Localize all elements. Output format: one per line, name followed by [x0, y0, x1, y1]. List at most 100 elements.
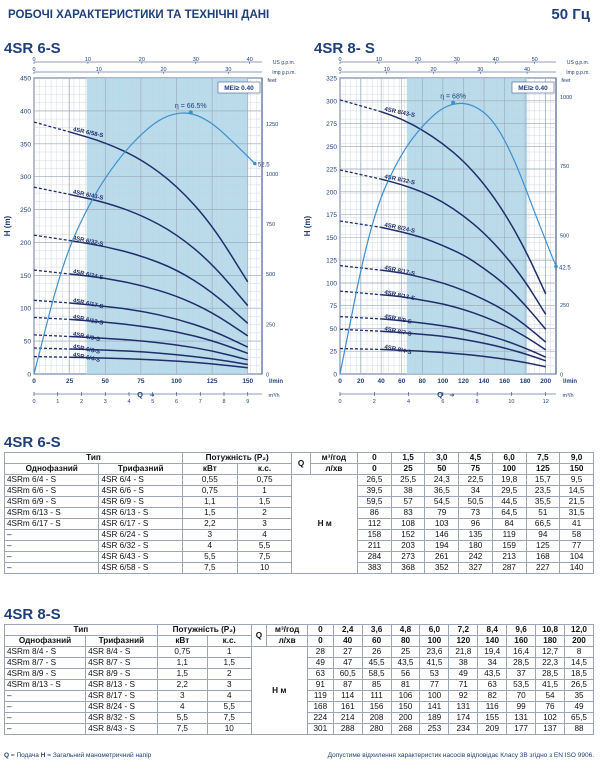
table-cell: 9,6 [506, 624, 537, 636]
table-cell: 75 [458, 463, 493, 475]
table-row: 4SRm 6/4 - S 4SR 6/4 - S 0,55 0,75 H м 26,5 25… [3, 474, 594, 574]
feet-tick-label: 1250 [266, 122, 278, 128]
table-cell: Однофазний [3, 463, 100, 475]
feet-tick-label: 1000 [266, 172, 278, 178]
table-cell: – [3, 551, 100, 563]
table-cell: 49 [448, 668, 479, 680]
curve-dashed-4SR 6/24-S [33, 269, 70, 275]
curve-dashed-4SR 6/43-S [33, 186, 70, 196]
y-tick-label: 350 [20, 141, 31, 148]
mei-box [217, 81, 261, 94]
table-row: –4SR 6/43 - S 5,5 7,5 284 273 261 242 213 168 104 [3, 551, 594, 563]
table-cell: 3 [206, 679, 252, 691]
table-cell: 53 [419, 668, 450, 680]
table-cell: 4,5 [458, 452, 493, 464]
table-cell: 41,5 [535, 679, 565, 691]
table-cell: 6,0 [419, 624, 450, 636]
usgpm-tick-label: 0 [32, 57, 35, 63]
table-cell: 9,5 [559, 474, 594, 486]
table-row: 4SRm 8/9 - S 4SR 8/9 - S 1,5 2 63 60,5 58,5 56 5… [3, 668, 595, 680]
feet-tick-label: 500 [560, 234, 569, 240]
feet-tick-label: 750 [266, 222, 275, 228]
table-cell: 4SR 6/9 - S [98, 496, 183, 508]
m3h-tick-label: 4 [407, 399, 410, 405]
table-cell: 25 [390, 646, 421, 658]
table-cell: 1,5 [156, 668, 208, 680]
footer-note: Допустиме відхилення характеристик насос… [327, 752, 594, 759]
impgpm-tick-label: 30 [225, 67, 231, 73]
end-label: 42.5 [559, 266, 571, 272]
table-cell: 79 [424, 507, 460, 519]
curve-dashed-4SR 6/32-S [33, 234, 70, 242]
efficiency-curve [339, 102, 557, 375]
m3h-tick-label: 0 [32, 399, 35, 405]
table-cell: 4SRm 8/4 - S [3, 646, 87, 658]
table-cell: 39,5 [357, 485, 392, 497]
table-cell: 63 [306, 668, 334, 680]
curve-4SR 6/43-S [69, 193, 249, 307]
x-tick-label: 200 [540, 378, 551, 385]
table-cell: Тип [4, 624, 158, 636]
y-axis-label: H (m) [3, 215, 12, 236]
usgpm-tick-label: 20 [415, 57, 421, 63]
table-cell: 4SR 6/13 - S [98, 507, 183, 519]
table-cell: 5,5 [156, 712, 208, 724]
table-cell: 280 [361, 723, 392, 735]
y-tick-label: 0 [333, 372, 337, 379]
table-cell: 47 [332, 657, 363, 669]
x-tick-label: 50 [102, 378, 110, 385]
curve-4SR 6/32-S [69, 239, 249, 324]
usgpm-tick-label: 30 [193, 57, 199, 63]
table-cell: 28,5 [506, 657, 537, 669]
table-cell: 224 [306, 712, 334, 724]
table-cell: 103 [424, 518, 460, 530]
table-cell: 58,5 [361, 668, 392, 680]
table-cell: 73 [458, 507, 493, 519]
x-tick-label: 120 [458, 378, 469, 385]
m3h-tick-label: 6 [441, 399, 444, 405]
table-cell: 4SR 6/4 - S [98, 474, 183, 486]
y-tick-label: 275 [326, 121, 337, 128]
table-cell: 0,75 [156, 646, 208, 658]
y-tick-label: 150 [326, 235, 337, 242]
x-tick-label: 0 [338, 378, 342, 385]
table-cell: 4SR 8/17 - S [85, 690, 158, 702]
table-cell: 189 [419, 712, 450, 724]
table-cell: м³/год [309, 452, 359, 464]
y-tick-label: 250 [20, 207, 31, 214]
m3h-tick-label: 12 [543, 399, 549, 405]
x-tick-label: 140 [479, 378, 490, 385]
table-cell: 160 [506, 635, 537, 647]
table-cell: 1,1 [156, 657, 208, 669]
table-cell: – [3, 562, 100, 574]
table-cell: 4 [181, 540, 238, 552]
table-cell: 253 [419, 723, 450, 735]
table-cell: 161 [332, 701, 363, 713]
table-cell: 21,8 [448, 646, 479, 658]
table-cell: 3 [156, 690, 208, 702]
mei-label: MEI≥ 0.40 [224, 85, 254, 92]
table-cell: 4SRm 8/13 - S [3, 679, 87, 691]
table-row: –4SR 6/32 - S 4 5,5 211 203 194 180 159 125 77 [3, 540, 594, 552]
h-unit-label: H м [317, 519, 332, 528]
x-tick-label: 100 [437, 378, 448, 385]
table-cell: 288 [332, 723, 363, 735]
table-cell: 9,0 [559, 452, 594, 464]
table-cell: 3 [181, 529, 238, 541]
feet-tick-label: 750 [560, 164, 569, 170]
efficiency-end-marker [253, 161, 257, 166]
table-cell: 44,5 [491, 496, 527, 508]
y-tick-label: 25 [330, 349, 338, 356]
table-cell: 383 [357, 562, 392, 574]
table-cell: 102 [535, 712, 565, 724]
footer-q: Q [4, 752, 10, 759]
table-cell: 12,0 [563, 624, 595, 636]
table-cell: 168 [525, 551, 561, 563]
curve-dashed-4SR 8/32-S [339, 169, 382, 180]
table-cell: 234 [448, 723, 479, 735]
table-cell: 125 [525, 540, 561, 552]
m3h-tick-label: 6 [175, 399, 178, 405]
table-cell: 0 [357, 463, 392, 475]
table-cell: 38 [390, 485, 426, 497]
